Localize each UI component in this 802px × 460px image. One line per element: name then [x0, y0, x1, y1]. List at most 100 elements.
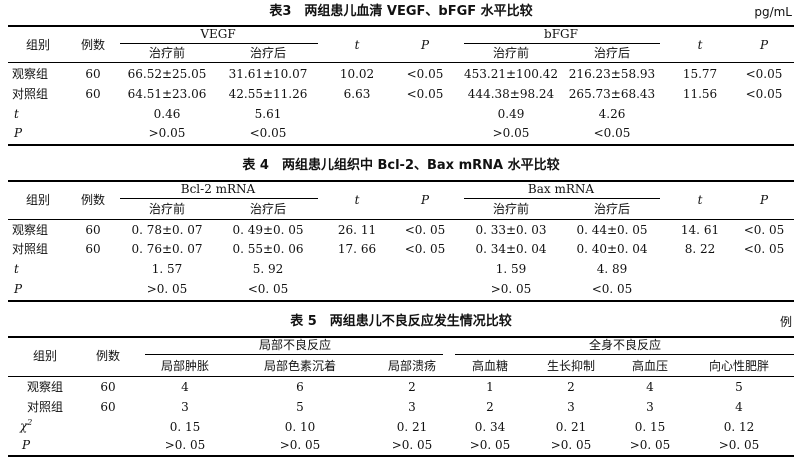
- table4-cell: 26. 11: [337, 223, 377, 237]
- table5-cell: 3: [181, 400, 189, 414]
- table3-bottom-rule: [8, 144, 794, 146]
- table3-header-vegf-after: 治疗后: [249, 46, 287, 60]
- table3-cell: 444.38±98.24: [467, 87, 555, 101]
- table3-header-vegf-t: t: [354, 38, 360, 52]
- table5-cell: 4: [646, 380, 654, 394]
- table5-col-header: 局部肿胀: [160, 359, 210, 373]
- table5-cell: >0. 05: [550, 438, 592, 452]
- table4-cell: 0. 76±0. 07: [131, 242, 203, 256]
- table4-cell: 0. 55±0. 06: [232, 242, 304, 256]
- table3-cell: 31.61±10.07: [228, 67, 308, 81]
- table3-vegf-rule: [120, 43, 318, 44]
- table5-cell: 4: [181, 380, 189, 394]
- table3-header-bfgf-p: P: [759, 38, 769, 52]
- table4-cell: 17. 66: [337, 242, 377, 256]
- table3-caption: 表3 两组患儿血清 VEGF、bFGF 水平比较: [269, 4, 533, 19]
- table5-cell: >0. 05: [469, 438, 511, 452]
- table3-cell: 10.02: [339, 67, 375, 81]
- table3-cell: 66.52±25.05: [127, 67, 207, 81]
- table5-row-group: 观察组: [26, 380, 64, 394]
- table5-systemic-rule: [455, 354, 794, 355]
- table4-header-bcl2-t: t: [354, 193, 360, 207]
- table5-cell: 2: [567, 380, 575, 394]
- table5-col-header: 局部色素沉着: [263, 359, 337, 373]
- table4-cell: <0. 05: [743, 242, 785, 256]
- table5-col-header: 高血糖: [471, 359, 509, 373]
- table4-bcl2-rule: [120, 198, 318, 199]
- table3-header-count: 例数: [80, 38, 106, 52]
- table3-header-bfgf-after: 治疗后: [593, 46, 631, 60]
- table3-header-group: 组别: [25, 38, 51, 52]
- table4-header-bcl2: Bcl-2 mRNA: [180, 182, 256, 196]
- table4-cell: 0. 78±0. 07: [131, 223, 203, 237]
- table3-row-n: 60: [85, 87, 101, 101]
- table4-cell: 0. 34±0. 04: [475, 242, 547, 256]
- table3-header-vegf-p: P: [420, 38, 430, 52]
- table3-cell: 42.55±11.26: [228, 87, 308, 101]
- table5-cell: 3: [646, 400, 654, 414]
- table4-cell: <0. 05: [404, 242, 446, 256]
- table3-cell: >0.05: [492, 126, 530, 140]
- table5-header-count: 例数: [95, 349, 121, 363]
- table5-cell: 0. 15: [634, 420, 666, 434]
- table3-header-rule: [8, 62, 794, 63]
- table4-cell: 4. 89: [596, 262, 628, 276]
- table4-cell: 8. 22: [684, 242, 716, 256]
- table5-cell: 0. 12: [723, 420, 755, 434]
- table5-row-n: 60: [100, 380, 116, 394]
- table5-cell: 5: [735, 380, 743, 394]
- table5-cell: 0. 34: [474, 420, 506, 434]
- table3-t-label: t: [14, 107, 19, 121]
- table5-cell: 0. 21: [555, 420, 587, 434]
- table3-header-bfgf-t: t: [697, 38, 703, 52]
- table3-cell: <0.05: [593, 126, 631, 140]
- table4-cell: 1. 57: [151, 262, 183, 276]
- table3-cell: 265.73±68.43: [568, 87, 656, 101]
- table3-row-n: 60: [85, 67, 101, 81]
- table5-row-group: 对照组: [26, 400, 64, 414]
- table4-cell: 1. 59: [495, 262, 527, 276]
- table4-cell: <0. 05: [247, 282, 289, 296]
- table5-cell: 2: [408, 380, 416, 394]
- table4-cell: 5. 92: [252, 262, 284, 276]
- table5-col-header: 高血压: [631, 359, 669, 373]
- table4-header-bcl2-p: P: [420, 193, 430, 207]
- table3-cell: 0.46: [153, 107, 181, 121]
- table3-header-vegf: VEGF: [200, 27, 236, 41]
- table4-p-label: P: [14, 282, 23, 296]
- table3-header-bfgf-before: 治疗前: [492, 46, 530, 60]
- table4-cell: 0. 49±0. 05: [232, 223, 304, 237]
- table5-header-local: 局部不良反应: [258, 338, 332, 352]
- table4-header-bax-before: 治疗前: [492, 202, 530, 216]
- table4-row-group: 对照组: [12, 242, 49, 256]
- table4-row-n: 60: [85, 223, 101, 237]
- table4-cell: <0. 05: [404, 223, 446, 237]
- table4-cell: 0. 40±0. 04: [576, 242, 648, 256]
- table5-header-group: 组别: [32, 349, 58, 363]
- table4-cell: <0. 05: [743, 223, 785, 237]
- table5-cell: >0. 05: [164, 438, 206, 452]
- table4-header-bax: Bax mRNA: [527, 182, 595, 196]
- table4-caption: 表 4 两组患儿组织中 Bcl-2、Bax mRNA 水平比较: [242, 158, 560, 173]
- table3-cell: 64.51±23.06: [127, 87, 207, 101]
- table5-cell: 0. 10: [284, 420, 316, 434]
- table4-row-group: 观察组: [12, 223, 49, 237]
- table3-header-bfgf: bFGF: [544, 27, 578, 41]
- table5-cell: >0. 05: [718, 438, 760, 452]
- table3-cell: 6.63: [343, 87, 371, 101]
- table4-cell: <0. 05: [591, 282, 633, 296]
- table5-header-rule: [8, 376, 794, 377]
- table4-header-bax-p: P: [759, 193, 769, 207]
- table5-caption: 表 5 两组患儿不良反应发生情况比较: [290, 314, 512, 329]
- table3-top-rule: [8, 25, 794, 27]
- table3-cell: 4.26: [598, 107, 626, 121]
- table5-cell: 3: [567, 400, 575, 414]
- table5-cell: >0. 05: [391, 438, 433, 452]
- table3-row-group: 对照组: [12, 87, 49, 101]
- table3-cell: 0.49: [497, 107, 525, 121]
- table4-cell: 0. 33±0. 03: [475, 223, 547, 237]
- table3-cell: <0.05: [745, 87, 783, 101]
- table5-unit: 例: [779, 315, 792, 329]
- table5-chi-sup: 2: [27, 418, 33, 427]
- table4-header-bcl2-before: 治疗前: [148, 202, 186, 216]
